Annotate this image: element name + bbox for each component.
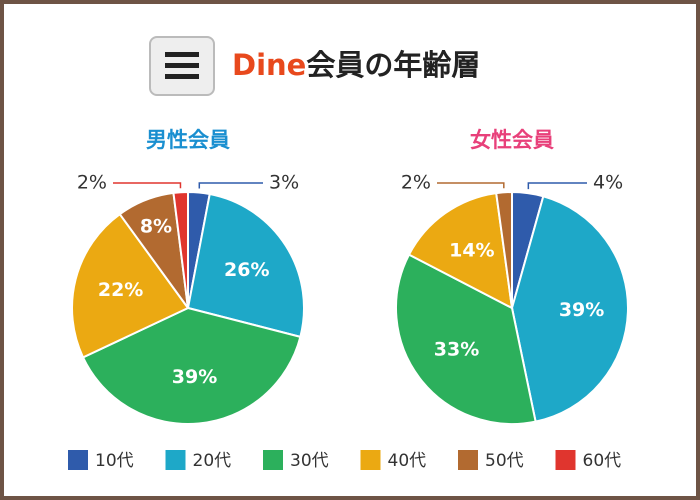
legend-swatch <box>360 450 381 470</box>
data-label: 14% <box>449 240 494 262</box>
legend-swatch <box>165 450 186 470</box>
pie-slice <box>395 253 537 425</box>
data-label: 2% <box>77 172 107 194</box>
legend-swatch <box>68 450 88 470</box>
legend-label: 50代 <box>485 451 524 471</box>
pie-slice <box>172 190 189 309</box>
legend-label: 30代 <box>290 451 329 471</box>
legend-swatch <box>458 450 478 470</box>
legend-label: 40代 <box>388 451 427 471</box>
legend-swatch <box>263 450 283 470</box>
pie-slice <box>407 191 514 310</box>
legend-label: 60代 <box>583 451 622 471</box>
legend-label: 10代 <box>95 451 134 471</box>
pie-slice <box>510 195 629 423</box>
data-label: 8% <box>140 216 172 238</box>
legend-label: 20代 <box>193 451 232 471</box>
leader-line <box>437 182 505 189</box>
title: 会員の年齢層 <box>306 48 480 82</box>
data-label: 4% <box>593 172 623 194</box>
pie-slice <box>71 212 190 359</box>
data-label: 39% <box>172 366 217 388</box>
leader-line <box>113 182 182 189</box>
pie-slice <box>81 306 302 425</box>
data-label: 22% <box>98 279 143 301</box>
leader-line <box>527 182 587 190</box>
data-label: 2% <box>401 172 431 194</box>
leader-line <box>198 182 263 189</box>
pie-slice <box>495 190 513 309</box>
legend-swatch <box>555 450 576 470</box>
data-label: 39% <box>559 299 604 321</box>
page-title: Dine会員の年齢層 <box>232 48 480 82</box>
pie-slice <box>186 192 305 339</box>
data-label: 33% <box>434 339 479 361</box>
data-label: 26% <box>224 259 269 281</box>
data-label: 3% <box>269 172 299 194</box>
chart-title: 女性会員 <box>470 128 554 152</box>
header-icon <box>149 36 215 96</box>
brand: Dine <box>232 48 306 82</box>
chart-title: 男性会員 <box>146 128 230 152</box>
